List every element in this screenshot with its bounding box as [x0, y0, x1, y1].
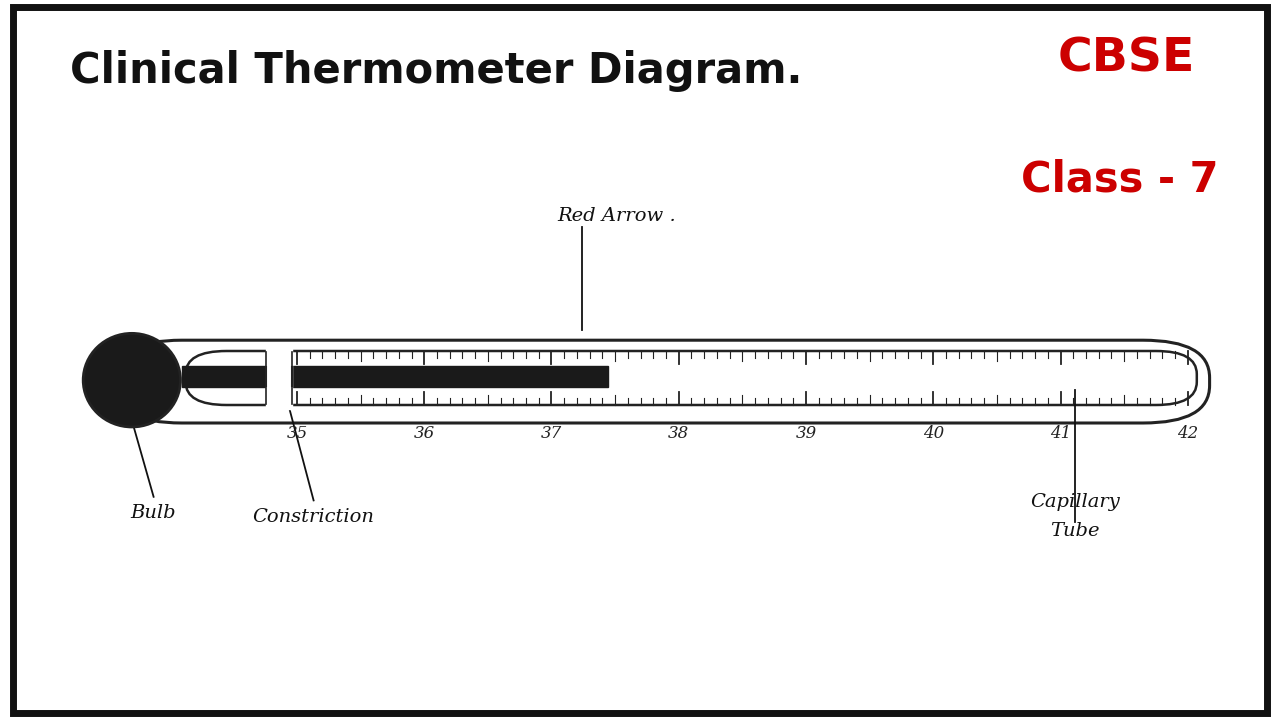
Text: Constriction: Constriction — [252, 508, 375, 526]
Text: 37: 37 — [541, 425, 562, 442]
Text: 38: 38 — [668, 425, 690, 442]
Text: Red Arrow .: Red Arrow . — [557, 207, 676, 225]
Text: 35: 35 — [287, 425, 307, 442]
Ellipse shape — [83, 333, 180, 427]
Text: 40: 40 — [923, 425, 943, 442]
Bar — [182, 366, 608, 387]
Text: Tube: Tube — [1051, 522, 1100, 540]
FancyBboxPatch shape — [115, 341, 1210, 423]
Text: 39: 39 — [795, 425, 817, 442]
Text: Class - 7: Class - 7 — [1021, 158, 1219, 200]
Bar — [266, 348, 292, 409]
Text: Bulb: Bulb — [131, 504, 177, 522]
Text: 36: 36 — [413, 425, 435, 442]
Text: Clinical Thermometer Diagram.: Clinical Thermometer Diagram. — [70, 50, 803, 92]
Text: 42: 42 — [1178, 425, 1198, 442]
FancyBboxPatch shape — [186, 351, 1197, 405]
Text: 41: 41 — [1050, 425, 1071, 442]
Text: CBSE: CBSE — [1057, 36, 1196, 81]
Text: Capillary: Capillary — [1030, 493, 1120, 511]
